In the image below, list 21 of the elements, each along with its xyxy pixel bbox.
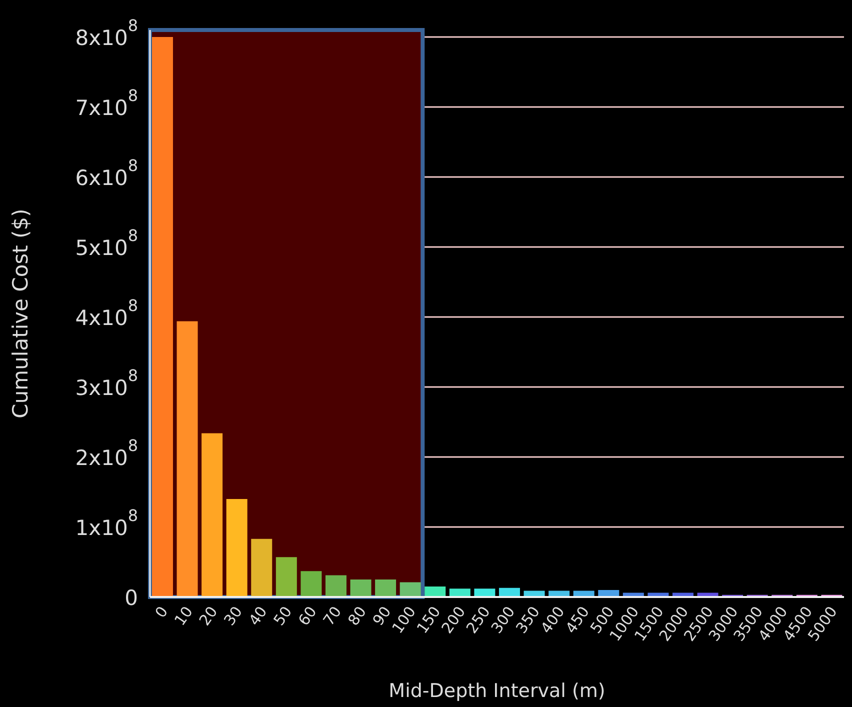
y-tick-label: 1x10$^{8}$ <box>75 506 138 540</box>
x-tick-label: 20 <box>196 602 222 629</box>
x-tick-label: 70 <box>319 602 346 629</box>
y-tick-label: 7x10$^{8}$ <box>75 86 138 120</box>
x-tick-label: 0 <box>151 602 172 622</box>
x-tick-label: 10 <box>170 602 196 629</box>
y-tick-label: 3x10$^{8}$ <box>75 366 138 400</box>
y-tick-label: 4x10$^{8}$ <box>75 296 138 330</box>
y-tick-label: 0 <box>124 586 138 610</box>
y-tick-label: 6x10$^{8}$ <box>75 156 138 190</box>
x-tick-label: 30 <box>220 602 246 629</box>
x-tick-label: 80 <box>344 602 370 629</box>
x-tick-label: 60 <box>294 602 320 629</box>
x-tick-label: 400 <box>537 602 568 637</box>
y-tick-label: 8x10$^{8}$ <box>75 16 138 50</box>
x-axis-title: Mid-Depth Interval (m) <box>388 680 606 702</box>
x-tick-label: 50 <box>270 602 296 629</box>
y-tick-label: 5x10$^{8}$ <box>75 226 138 260</box>
x-tick-label: 40 <box>245 602 271 629</box>
y-axis-title: Cumulative Cost ($) <box>8 208 32 418</box>
y-tick-label: 2x10$^{8}$ <box>75 436 138 470</box>
